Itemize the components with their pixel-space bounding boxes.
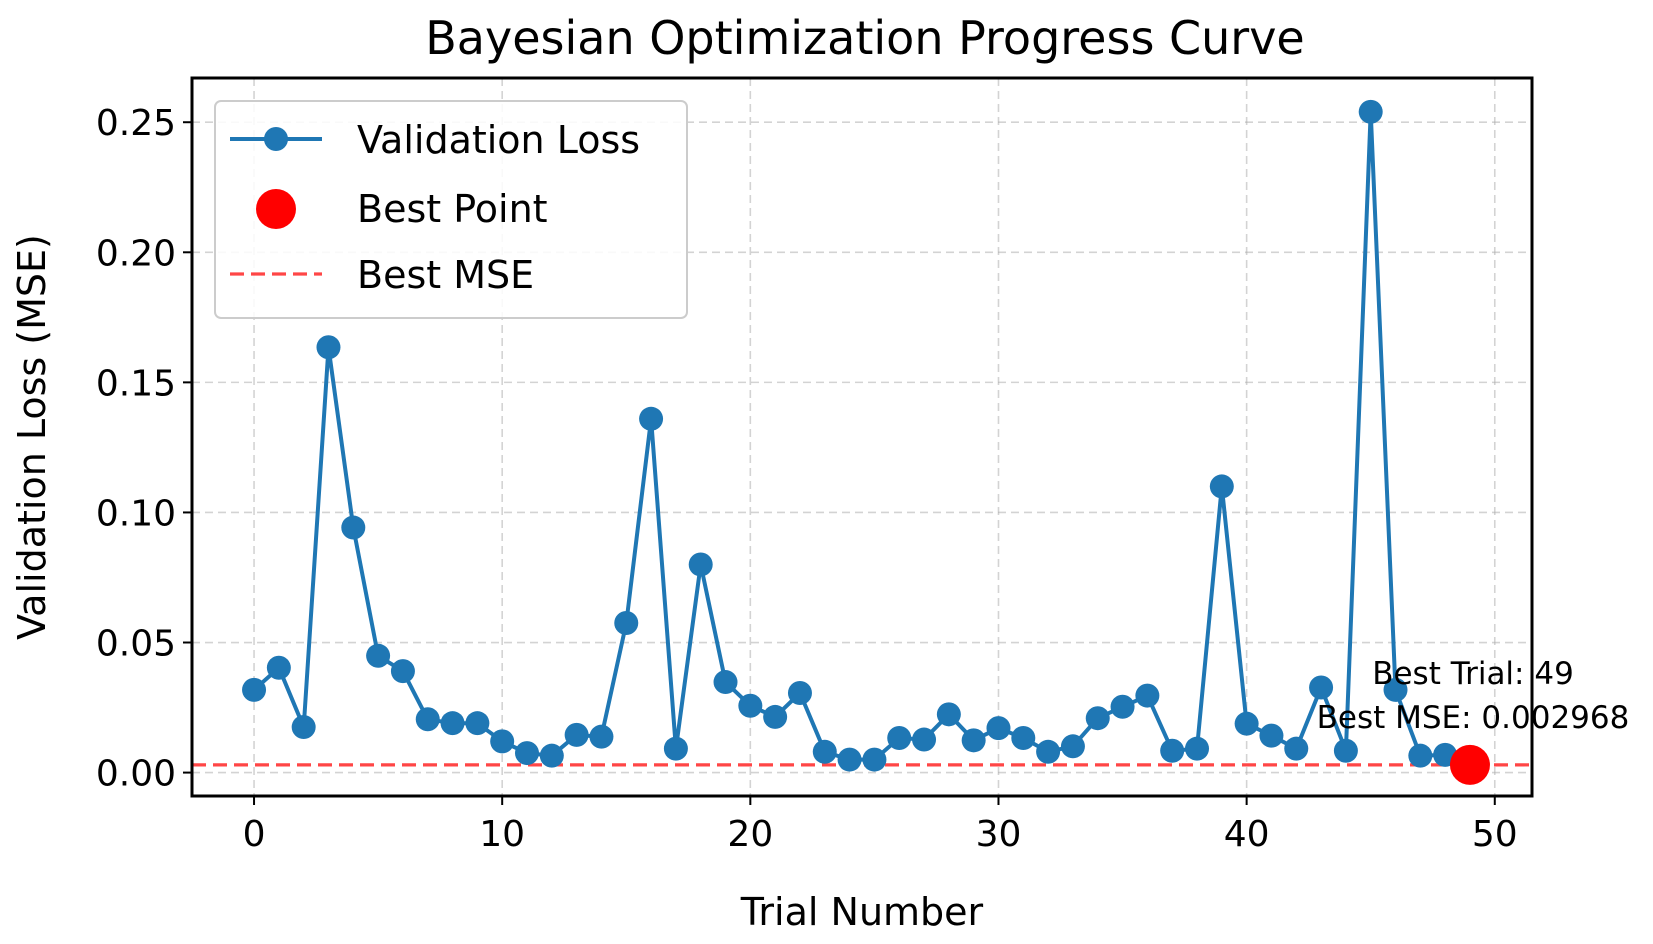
data-point — [341, 515, 366, 540]
legend-marker-swatch — [264, 127, 288, 151]
data-point — [887, 725, 912, 750]
data-point — [1011, 725, 1036, 750]
legend: Validation Loss Best Point Best MSE — [214, 100, 688, 319]
data-point — [366, 643, 391, 668]
y-axis-label: Validation Loss (MSE) — [10, 234, 54, 640]
data-point — [1284, 736, 1309, 761]
chart-title: Bayesian Optimization Progress Curve — [425, 11, 1305, 65]
y-tick-label: 0.25 — [96, 103, 176, 144]
data-point — [812, 739, 837, 764]
validation-loss-points — [242, 99, 1482, 777]
data-point — [415, 707, 440, 732]
x-tick-label: 40 — [1224, 814, 1270, 855]
data-point — [515, 741, 539, 766]
data-point — [390, 659, 415, 684]
data-point — [763, 704, 788, 729]
legend-best-point-swatch — [256, 189, 296, 229]
data-point — [1383, 677, 1408, 702]
data-point — [639, 406, 664, 431]
data-point — [713, 670, 738, 695]
x-axis-label: Trial Number — [740, 890, 984, 934]
data-point — [589, 724, 614, 749]
x-tick-label: 0 — [243, 814, 266, 855]
data-point — [1333, 738, 1358, 763]
data-point — [688, 552, 713, 577]
annotation-best-trial: Best Trial: 49 — [1372, 656, 1574, 692]
x-tick-label: 30 — [976, 814, 1022, 855]
data-point — [1358, 99, 1383, 124]
data-point — [1036, 739, 1061, 764]
y-tick-label: 0.05 — [96, 624, 176, 665]
x-tick-label: 20 — [727, 814, 773, 855]
data-point — [440, 711, 465, 736]
x-tick-label: 10 — [479, 814, 525, 855]
x-tick-label: 50 — [1472, 814, 1518, 855]
data-point — [787, 680, 812, 705]
legend-entry-best-mse: Best MSE — [357, 253, 534, 297]
data-point — [738, 693, 763, 718]
data-point — [1234, 711, 1259, 736]
data-point — [936, 702, 961, 727]
data-point — [1160, 738, 1185, 763]
data-point — [862, 747, 887, 772]
data-point — [1209, 474, 1234, 499]
data-point — [1085, 706, 1110, 731]
data-point — [1060, 734, 1085, 759]
data-point — [912, 727, 937, 752]
data-point — [961, 728, 986, 753]
y-tick-label: 0.00 — [96, 754, 176, 795]
data-point — [266, 655, 291, 680]
legend-entry-validation-loss: Validation Loss — [357, 118, 640, 162]
data-point — [564, 722, 589, 747]
data-point — [1259, 723, 1284, 748]
x-axis-ticks: 0 10 20 30 40 50 — [243, 796, 1518, 855]
best-point-marker — [1449, 744, 1490, 785]
data-point — [1309, 675, 1334, 700]
data-point — [837, 747, 862, 772]
data-point — [1185, 736, 1209, 761]
y-tick-label: 0.15 — [96, 363, 176, 404]
data-point — [1110, 694, 1135, 719]
data-point — [663, 736, 688, 761]
data-point — [1135, 683, 1160, 708]
y-tick-label: 0.20 — [96, 233, 176, 274]
y-axis-ticks: 0.00 0.05 0.10 0.15 0.20 0.25 — [96, 103, 192, 795]
annotation-best-mse: Best MSE: 0.002968 — [1317, 700, 1630, 736]
data-point — [539, 743, 564, 768]
y-tick-label: 0.10 — [96, 493, 176, 534]
legend-box — [214, 100, 688, 319]
plot-frame — [190, 76, 1534, 798]
data-point — [614, 611, 639, 636]
data-point — [490, 729, 515, 754]
data-point — [291, 715, 316, 740]
data-point — [465, 711, 490, 736]
data-point — [1408, 743, 1433, 768]
data-point — [316, 335, 341, 360]
legend-entry-best-point: Best Point — [357, 187, 548, 231]
data-point — [986, 716, 1011, 741]
data-point — [242, 677, 267, 702]
